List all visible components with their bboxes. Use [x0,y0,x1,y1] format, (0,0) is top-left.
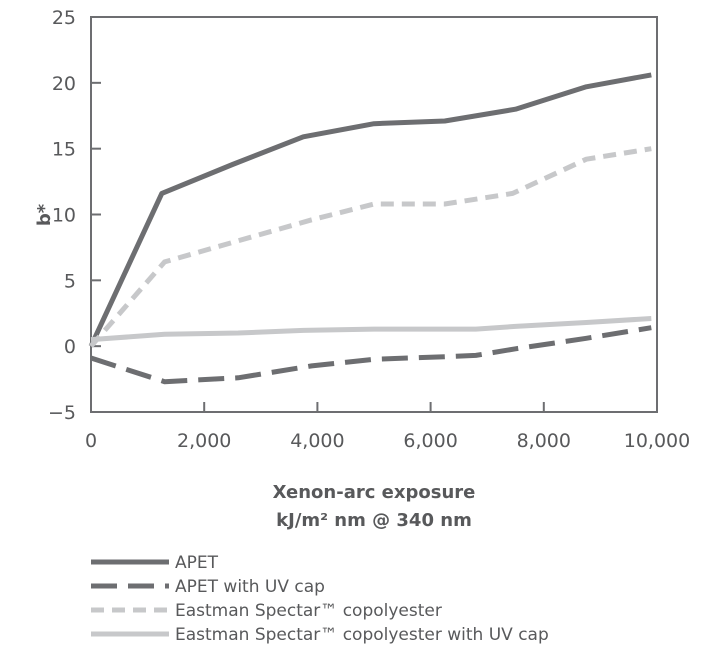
x-tick-label: 6,000 [403,430,457,452]
legend-label-1: APET [175,553,219,573]
y-axis: −5 0 5 10 15 20 25 [48,7,101,424]
y-tick-label: 0 [64,336,76,358]
plot-lines [88,72,652,385]
y-tick-label: 10 [52,205,76,227]
y-tick-label: 5 [64,270,76,292]
x-tick-label: 2,000 [177,430,231,452]
series-line-3 [89,146,652,348]
x-tick-label: 4,000 [290,430,344,452]
y-tick-label: −5 [48,402,76,424]
x-axis-title-line-1: Xenon-arc exposure [273,482,476,503]
legend: APET APET with UV cap Eastman Spectar™ cop… [91,553,549,645]
y-axis-title: b* [34,203,55,226]
series-line-1 [88,72,652,348]
x-axis-title-line-2: kJ/m² nm @ 340 nm [276,510,472,531]
x-tick-label: 0 [85,430,97,452]
legend-label-2: APET with UV cap [175,577,325,597]
x-tick-label: 8,000 [517,430,571,452]
y-tick-label: 15 [52,139,76,161]
series-line-2 [90,325,652,385]
legend-label-3: Eastman Spectar™ copolyester [175,601,442,621]
legend-label-4: Eastman Spectar™ copolyester with UV cap [175,625,549,645]
y-tick-label: 20 [52,73,76,95]
series-line-4 [90,316,652,343]
plot-frame [90,16,658,413]
x-tick-label: 10,000 [624,430,690,452]
x-axis: 0 2,000 4,000 6,000 8,000 10,000 [85,402,690,452]
y-tick-label: 25 [52,7,76,29]
